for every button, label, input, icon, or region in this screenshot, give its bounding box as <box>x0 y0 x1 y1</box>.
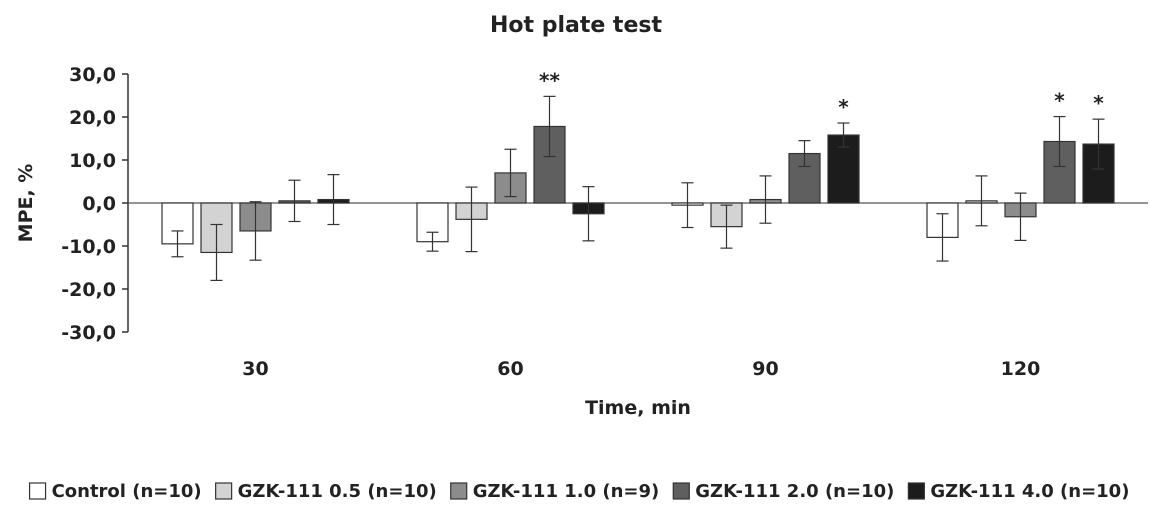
x-tick-label: 120 <box>1001 358 1041 380</box>
legend-swatch <box>672 482 690 500</box>
chart-title: Hot plate test <box>490 13 662 38</box>
legend-swatch <box>450 482 468 500</box>
legend-swatch <box>28 482 47 500</box>
legend-label: GZK-111 2.0 (n=10) <box>695 481 894 502</box>
legend-label: GZK-111 0.5 (n=10) <box>238 481 437 502</box>
significance-label: * <box>1093 91 1104 115</box>
y-tick-label: -20,0 <box>61 279 116 301</box>
y-tick-label: 20,0 <box>69 107 116 129</box>
legend-label: GZK-111 1.0 (n=9) <box>473 481 660 502</box>
y-tick-label: 10,0 <box>69 150 116 172</box>
significance-label: ** <box>539 68 560 92</box>
plot-area: 30,020,010,00,0-10,0-20,0-30,030**60*90*… <box>61 64 1148 380</box>
legend: Control (n=10) GZK-111 0.5 (n=10) GZK-111 … <box>28 481 1129 502</box>
significance-label: * <box>1054 89 1065 113</box>
y-tick-label: 30,0 <box>69 64 116 86</box>
legend-label: Control (n=10) <box>52 481 202 502</box>
x-tick-label: 30 <box>242 358 268 380</box>
x-axis-title: Time, min <box>585 397 691 419</box>
y-axis-title: MPE, % <box>15 164 37 243</box>
significance-label: * <box>838 95 849 119</box>
x-tick-label: 90 <box>752 358 778 380</box>
x-tick-label: 60 <box>497 358 523 380</box>
y-tick-label: 0,0 <box>82 193 116 215</box>
legend-label: GZK-111 4.0 (n=10) <box>930 481 1129 502</box>
legend-swatch <box>907 482 925 500</box>
y-tick-label: -30,0 <box>61 322 116 344</box>
y-tick-label: -10,0 <box>61 236 116 258</box>
legend-swatch <box>215 482 233 500</box>
